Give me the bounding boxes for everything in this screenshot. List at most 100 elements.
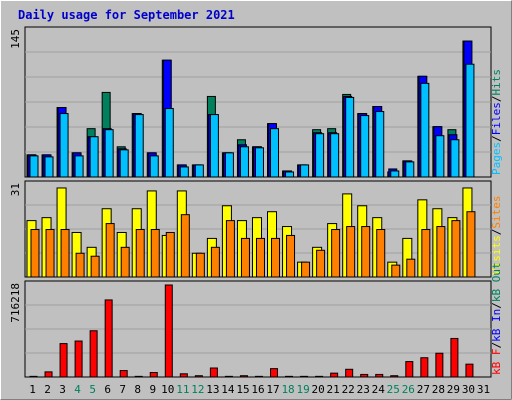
sites-bar bbox=[135, 229, 145, 278]
pages-bar bbox=[134, 114, 144, 178]
x-tick-label: 2 bbox=[44, 383, 51, 396]
sites-bar bbox=[30, 229, 40, 278]
legend-entry: / bbox=[490, 229, 503, 236]
x-tick-label: 4 bbox=[74, 383, 81, 396]
pages-bar bbox=[179, 166, 189, 178]
kbytes-bar bbox=[375, 373, 384, 378]
kbytes-bar bbox=[74, 340, 83, 378]
x-tick-label: 5 bbox=[89, 383, 96, 396]
pages-bar bbox=[209, 114, 219, 178]
pages-bar bbox=[239, 146, 249, 178]
kbytes-bar bbox=[315, 375, 324, 378]
x-tick-label: 31 bbox=[477, 383, 490, 396]
sites-bar bbox=[406, 258, 416, 278]
x-tick-label: 14 bbox=[221, 383, 235, 396]
x-tick-label: 23 bbox=[357, 383, 370, 396]
kbytes-bar bbox=[224, 375, 233, 378]
visits-sites-panel: 31 Visits/Sites bbox=[9, 180, 503, 278]
pages-bar bbox=[44, 156, 54, 178]
sites-bar bbox=[45, 229, 55, 278]
kbytes-bar bbox=[89, 330, 98, 378]
day-axis: 1 2 3 4 5 6 7 8 9 10 11 12 13 14 15 16 17 18 19 20 21 22 23 24 2… bbox=[29, 383, 490, 396]
x-tick-label: 18 bbox=[281, 383, 294, 396]
pages-bar bbox=[59, 113, 69, 178]
kbytes-bar bbox=[149, 372, 158, 378]
kbytes-bar bbox=[300, 375, 309, 378]
sites-bar bbox=[331, 229, 341, 278]
pages-bar bbox=[420, 82, 430, 178]
legend-entry: / bbox=[490, 342, 503, 349]
x-tick-label: 8 bbox=[134, 383, 141, 396]
x-tick-label: 19 bbox=[296, 383, 309, 396]
kbytes-bar bbox=[179, 373, 188, 378]
x-tick-label: 10 bbox=[161, 383, 174, 396]
sites-bar bbox=[150, 229, 160, 278]
x-tick-label: 6 bbox=[104, 383, 111, 396]
sites-bar bbox=[75, 252, 85, 278]
y-max-label: 716218 bbox=[9, 283, 22, 323]
legend: kB F/kB In/kB Out bbox=[490, 262, 503, 375]
x-tick-label: 16 bbox=[251, 383, 264, 396]
pages-bar bbox=[450, 139, 460, 178]
sites-bar bbox=[451, 220, 461, 278]
kbytes-bar bbox=[435, 352, 444, 378]
kbytes-bar bbox=[104, 299, 113, 378]
sites-bar bbox=[120, 246, 130, 278]
kbytes-bar bbox=[270, 368, 279, 378]
pages-bar bbox=[119, 149, 129, 178]
sites-bar bbox=[391, 264, 401, 278]
y-max-label: 31 bbox=[9, 183, 22, 196]
pages-bar bbox=[74, 155, 84, 178]
x-tick-label: 20 bbox=[312, 383, 325, 396]
chart-title: Daily usage for September 2021 bbox=[18, 8, 235, 22]
kbytes-bar bbox=[59, 343, 68, 378]
sites-bar bbox=[255, 237, 265, 278]
x-tick-label: 29 bbox=[447, 383, 460, 396]
pages-bar bbox=[330, 133, 340, 178]
x-tick-label: 11 bbox=[176, 383, 189, 396]
pages-bar bbox=[405, 161, 415, 178]
sites-bar bbox=[316, 249, 326, 278]
pages-bar bbox=[29, 155, 39, 178]
sites-bar bbox=[301, 261, 311, 278]
x-tick-label: 15 bbox=[236, 383, 249, 396]
x-tick-label: 3 bbox=[59, 383, 66, 396]
pages-bar bbox=[254, 147, 264, 178]
pages-bar bbox=[390, 170, 400, 178]
x-tick-label: 27 bbox=[417, 383, 430, 396]
legend-entry: / bbox=[490, 96, 503, 103]
sites-bar bbox=[346, 226, 356, 278]
kbytes-bar bbox=[465, 363, 474, 378]
x-tick-label: 12 bbox=[191, 383, 204, 396]
x-tick-label: 9 bbox=[149, 383, 156, 396]
sites-bar bbox=[90, 255, 100, 278]
legend-entry: Sites bbox=[490, 196, 503, 229]
pages-bar bbox=[149, 155, 159, 178]
x-tick-label: 22 bbox=[342, 383, 355, 396]
kbytes-bar bbox=[330, 372, 339, 378]
sites-bar bbox=[240, 237, 250, 278]
pages-bar bbox=[164, 108, 174, 178]
sites-bar bbox=[60, 229, 70, 278]
legend-entry: kB Out bbox=[490, 262, 503, 302]
pages-bar bbox=[285, 171, 295, 178]
sites-bar bbox=[225, 220, 235, 278]
legend-entry: Visits bbox=[490, 235, 503, 275]
kbytes-bar bbox=[390, 375, 399, 378]
pages-bar bbox=[360, 115, 370, 178]
kbytes-bar bbox=[254, 375, 263, 378]
sites-bar bbox=[180, 214, 190, 278]
legend: Pages/Files/Hits bbox=[490, 69, 503, 175]
kbytes-bar bbox=[134, 375, 143, 378]
legend-entry: kB F bbox=[490, 349, 503, 376]
legend-entry: / bbox=[490, 135, 503, 142]
pages-bar bbox=[270, 128, 280, 178]
kbytes-bar bbox=[345, 368, 354, 378]
sites-bar bbox=[436, 226, 446, 278]
kbytes-bar bbox=[450, 337, 459, 378]
sites-bar bbox=[466, 211, 476, 278]
sites-bar bbox=[271, 237, 281, 278]
sites-bar bbox=[195, 252, 205, 278]
kbytes-bar bbox=[360, 373, 369, 378]
